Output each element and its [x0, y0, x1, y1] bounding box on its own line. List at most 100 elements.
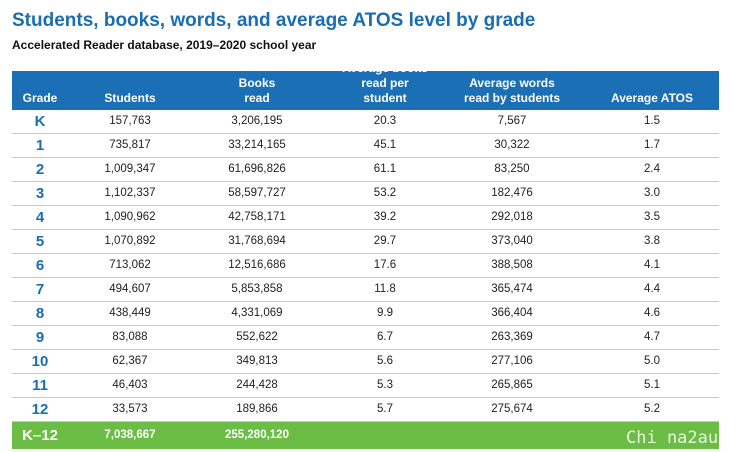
header-avg-books-line1: Average books: [342, 61, 428, 75]
table-row: 11 46,403 244,428 5.3 265,865 5.1: [12, 374, 719, 398]
books-read-cell: 31,768,694: [228, 235, 286, 247]
table-row: 8 438,449 4,331,069 9.9 366,404 4.6: [12, 302, 719, 326]
total-books-read-cell: 255,280,120: [225, 429, 289, 441]
avg-books-cell: 39.2: [373, 211, 397, 223]
grade-cell: 3: [35, 185, 45, 202]
avg-books-cell: 9.9: [377, 307, 393, 319]
avg-words-cell: 7,567: [497, 115, 527, 127]
header-avg-books-line2: read per student: [361, 76, 409, 105]
grade-cell: 4: [35, 209, 45, 226]
books-read-cell: 244,428: [236, 379, 278, 391]
students-cell: 33,573: [112, 403, 148, 415]
avg-atos-cell: 3.5: [644, 211, 660, 223]
students-cell: 157,763: [109, 115, 151, 127]
avg-books-cell: 11.8: [374, 283, 396, 295]
grade-cell: 7: [35, 281, 45, 298]
avg-atos-cell: 5.1: [644, 379, 660, 391]
header-avg-words-line2: read by students: [463, 91, 561, 105]
header-books-read-line1: Books: [238, 76, 276, 90]
books-read-cell: 12,516,686: [228, 259, 286, 271]
books-read-cell: 552,622: [236, 331, 278, 343]
header-avg-atos: Average ATOS: [610, 91, 694, 105]
avg-books-cell: 6.7: [377, 331, 393, 343]
avg-books-cell: 29.7: [373, 235, 397, 247]
table-row: 6 713,062 12,516,686 17.6 388,508 4.1: [12, 254, 719, 278]
avg-atos-cell: 5.0: [644, 355, 660, 367]
header-avg-words: Average words read by students: [459, 76, 565, 106]
books-read-cell: 33,214,165: [228, 139, 286, 151]
grade-cell: 5: [35, 233, 45, 250]
avg-words-cell: 388,508: [491, 259, 533, 271]
avg-words-cell: 182,476: [491, 187, 533, 199]
avg-atos-cell: 4.7: [644, 331, 660, 343]
table-row: 12 33,573 189,866 5.7 275,674 5.2: [12, 398, 719, 422]
grade-cell: 2: [35, 161, 45, 178]
grade-cell: 8: [35, 305, 45, 322]
avg-words-cell: 277,106: [491, 355, 533, 367]
avg-atos-cell: 1.7: [644, 139, 660, 151]
header-books-read-line2: read: [244, 91, 270, 105]
avg-atos-cell: 1.5: [644, 115, 660, 127]
total-grade-cell: K–12: [22, 427, 58, 444]
header-avg-words-line1: Average words: [469, 76, 555, 90]
avg-words-cell: 30,322: [494, 139, 530, 151]
grade-cell: 1: [35, 137, 45, 154]
avg-atos-cell: 4.4: [644, 283, 660, 295]
books-read-cell: 58,597,727: [228, 187, 286, 199]
avg-books-cell: 17.6: [373, 259, 397, 271]
books-read-cell: 5,853,858: [231, 283, 283, 295]
header-students: Students: [104, 91, 156, 105]
header-books-read: Books read: [217, 76, 297, 106]
table-row: 2 1,009,347 61,696,826 61.1 83,250 2.4: [12, 158, 719, 182]
students-cell: 46,403: [112, 379, 148, 391]
avg-words-cell: 365,474: [491, 283, 533, 295]
table-row: 5 1,070,892 31,768,694 29.7 373,040 3.8: [12, 230, 719, 254]
table-row: 7 494,607 5,853,858 11.8 365,474 4.4: [12, 278, 719, 302]
header-grade: Grade: [22, 91, 58, 105]
avg-atos-cell: 3.0: [644, 187, 660, 199]
header-avg-books-per-student: Average books read per student: [338, 61, 432, 106]
watermark: Chi na2au: [626, 428, 719, 448]
table-header: Grade Students Books read Average books …: [12, 61, 719, 110]
books-read-cell: 42,758,171: [228, 211, 286, 223]
avg-atos-cell: 4.1: [644, 259, 660, 271]
books-read-cell: 3,206,195: [231, 115, 283, 127]
books-read-cell: 349,813: [236, 355, 278, 367]
table-body: K 157,763 3,206,195 20.3 7,567 1.5 1 735…: [12, 110, 719, 422]
total-students-cell: 7,038,667: [104, 429, 156, 441]
students-cell: 438,449: [109, 307, 151, 319]
students-cell: 62,367: [112, 355, 148, 367]
table-row: 4 1,090,962 42,758,171 39.2 292,018 3.5: [12, 206, 719, 230]
table-row: 10 62,367 349,813 5.6 277,106 5.0: [12, 350, 719, 374]
avg-books-cell: 53.2: [373, 187, 397, 199]
total-row: K–12 7,038,667 255,280,120: [12, 422, 719, 449]
avg-books-cell: 5.7: [377, 403, 393, 415]
avg-books-cell: 45.1: [373, 139, 397, 151]
avg-atos-cell: 3.8: [644, 235, 660, 247]
students-cell: 1,090,962: [104, 211, 156, 223]
avg-words-cell: 265,865: [491, 379, 533, 391]
avg-books-cell: 61.1: [373, 163, 397, 175]
students-cell: 1,102,337: [104, 187, 156, 199]
students-cell: 83,088: [112, 331, 148, 343]
avg-books-cell: 20.3: [373, 115, 397, 127]
avg-atos-cell: 5.2: [644, 403, 660, 415]
grade-cell: 11: [32, 377, 48, 394]
students-cell: 713,062: [109, 259, 151, 271]
avg-books-cell: 5.6: [377, 355, 393, 367]
grade-cell: 10: [31, 353, 49, 370]
students-cell: 1,009,347: [104, 163, 156, 175]
avg-words-cell: 292,018: [491, 211, 533, 223]
avg-words-cell: 366,404: [491, 307, 533, 319]
grade-cell: K: [34, 113, 46, 130]
avg-words-cell: 263,369: [491, 331, 533, 343]
page-title: Students, books, words, and average ATOS…: [12, 10, 536, 31]
table-row: 3 1,102,337 58,597,727 53.2 182,476 3.0: [12, 182, 719, 206]
avg-books-cell: 5.3: [377, 379, 393, 391]
page-subtitle: Accelerated Reader database, 2019–2020 s…: [12, 38, 317, 52]
avg-atos-cell: 4.6: [644, 307, 660, 319]
table-row: 1 735,817 33,214,165 45.1 30,322 1.7: [12, 134, 719, 158]
students-cell: 735,817: [109, 139, 151, 151]
students-cell: 494,607: [109, 283, 151, 295]
grade-stats-table: Grade Students Books read Average books …: [12, 61, 719, 449]
